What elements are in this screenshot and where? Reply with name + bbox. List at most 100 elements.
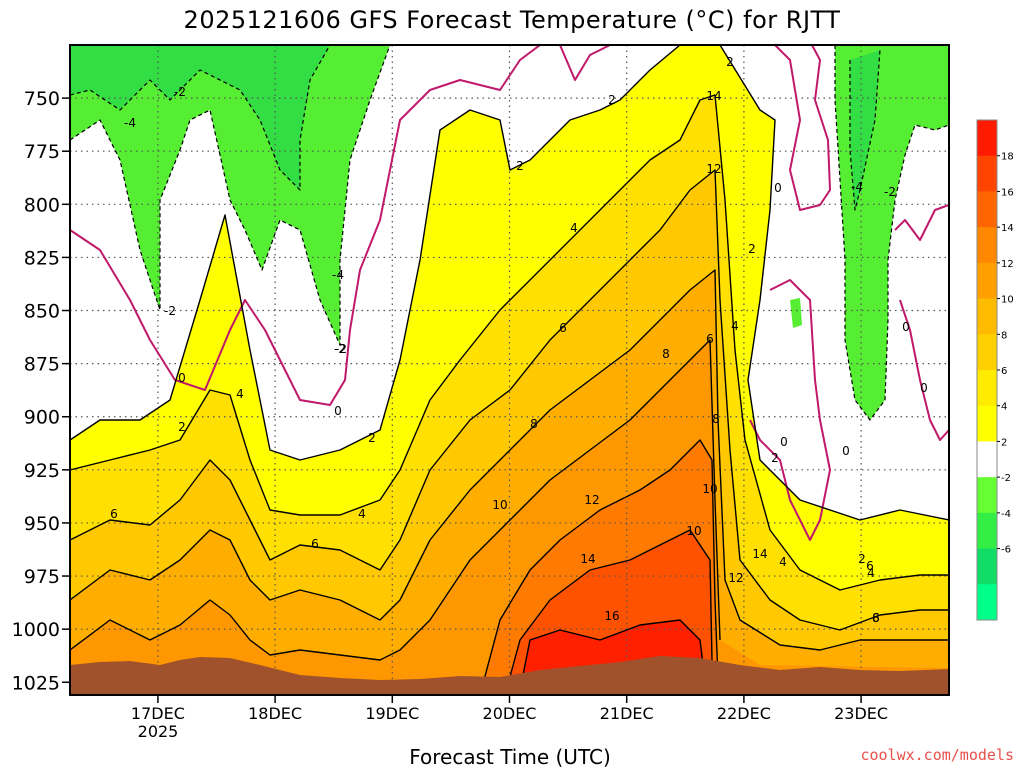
contour-minus2-right <box>834 45 949 421</box>
colorbar-swatch <box>977 120 997 157</box>
x-tick-label: 23DEC <box>834 704 888 723</box>
contour-label: 2 <box>726 55 734 69</box>
contour-0-right-a <box>774 45 831 211</box>
colorbar-swatch <box>977 262 997 300</box>
terrain <box>70 656 949 695</box>
x-tick-label: 22DEC <box>717 704 771 723</box>
contour-label: 6 <box>872 611 880 625</box>
contour-label: 12 <box>584 493 599 507</box>
x-tick-label: 18DEC <box>248 704 302 723</box>
band-below-minus2-blob <box>790 298 802 328</box>
y-tick-label: 825 <box>24 247 60 269</box>
contour-label: 14 <box>706 89 721 103</box>
band-below-minus2-left <box>70 45 390 345</box>
contour-label: 16 <box>604 609 619 623</box>
contour-label: 6 <box>706 332 714 346</box>
contour-label: 0 <box>902 320 910 334</box>
contour-label: 2 <box>368 431 376 445</box>
colorbar-tick-label: 14 <box>1001 223 1014 234</box>
contour-label: -4 <box>124 116 136 130</box>
contour-label: 8 <box>530 417 538 431</box>
contour-label: 4 <box>731 319 739 333</box>
contour-label: 8 <box>712 412 720 426</box>
contour-minus4-left <box>70 45 331 191</box>
contour-label: 0 <box>334 404 342 418</box>
credit-text: coolwx.com/models <box>860 746 1014 764</box>
y-tick-label: 875 <box>24 354 60 376</box>
x-tick-label: 17DEC <box>131 704 185 723</box>
x-tick-label: 21DEC <box>600 704 654 723</box>
contour-0-right-b <box>749 279 831 541</box>
x-axis: 17DEC 18DEC 19DEC 20DEC 21DEC 22DEC 23DEC <box>131 695 888 723</box>
contour-label: 4 <box>236 387 244 401</box>
colorbar-swatch <box>977 227 997 264</box>
colorbar-swatch <box>977 191 997 228</box>
contour-16 <box>519 619 706 691</box>
colorbar-swatch <box>977 512 997 550</box>
colorbar-swatch <box>977 370 997 407</box>
y-axis: 750 775 800 825 850 875 900 925 950 975 1000 1025 <box>12 88 70 694</box>
contour-label: 0 <box>920 381 928 395</box>
contour-label: 12 <box>706 162 721 176</box>
colorbar-tick-label: 10 <box>1001 295 1014 306</box>
contour-8 <box>70 269 949 651</box>
y-tick-label: 1000 <box>12 619 60 641</box>
y-tick-label: 950 <box>24 513 60 535</box>
colorbar-tick-label: 4 <box>1001 402 1007 413</box>
band-below-minus4-left <box>70 45 330 190</box>
contour-label: 10 <box>686 524 701 538</box>
contour-0-mid <box>559 45 611 81</box>
contour-label: 2 <box>771 451 779 465</box>
contour-label: 2 <box>608 93 616 107</box>
contour-label: 8 <box>662 347 670 361</box>
contour-minus4-right <box>849 49 881 211</box>
contours <box>70 45 949 695</box>
contour-label: 0 <box>780 435 788 449</box>
contour-label: 12 <box>728 571 743 585</box>
colorbar-swatch <box>977 441 997 478</box>
contour-label: 4 <box>358 507 366 521</box>
colorbar-tick-label: 16 <box>1001 187 1014 198</box>
y-tick-label: 850 <box>24 301 60 323</box>
contour-label: 6 <box>866 559 874 573</box>
contour-0-right-c <box>894 204 949 241</box>
y-tick-label: 775 <box>24 141 60 163</box>
contour-label: 6 <box>110 507 118 521</box>
contour-4 <box>70 94 949 591</box>
contour-label: 10 <box>492 498 507 512</box>
colorbar-swatch <box>977 477 997 514</box>
contour-label: 0 <box>178 371 186 385</box>
contour-label: 2 <box>178 420 186 434</box>
band-8-10 <box>70 270 949 695</box>
contour-label: 2 <box>748 242 756 256</box>
colorbar-tick-label: -4 <box>1001 509 1011 520</box>
band-below-minus4-right <box>850 50 880 210</box>
contour-label: -2 <box>335 342 347 356</box>
colorbar-swatch <box>977 405 997 442</box>
contour-label: 0 <box>842 444 850 458</box>
colorbar-tick-label: -2 <box>1001 473 1011 484</box>
y-tick-label: 975 <box>24 566 60 588</box>
contour-label: 4 <box>779 555 787 569</box>
colorbar-tick-label: 8 <box>1001 330 1007 341</box>
colorbar-swatch <box>977 334 997 371</box>
contour-label: 8 <box>872 611 880 625</box>
colorbar-tick-label: 2 <box>1001 437 1007 448</box>
contour-label: 4 <box>570 221 578 235</box>
x-axis-label: Forecast Time (UTC) <box>409 745 611 768</box>
contour-10 <box>70 339 721 661</box>
colorbar-swatch <box>977 584 997 621</box>
contour-label: 14 <box>580 552 595 566</box>
x-tick-label: 19DEC <box>365 704 419 723</box>
contour-label: 6 <box>559 321 567 335</box>
contour-label: -2 <box>334 342 346 356</box>
contour-label: -4 <box>851 180 863 194</box>
colorbar: 18 16 14 12 10 8 6 4 2 -2 -4 -6 <box>976 119 1014 621</box>
y-tick-label: 800 <box>24 194 60 216</box>
y-tick-label: 750 <box>24 88 60 110</box>
contour-label: 10 <box>702 482 717 496</box>
contour-label: -2 <box>164 304 176 318</box>
contour-0-left <box>70 45 541 406</box>
